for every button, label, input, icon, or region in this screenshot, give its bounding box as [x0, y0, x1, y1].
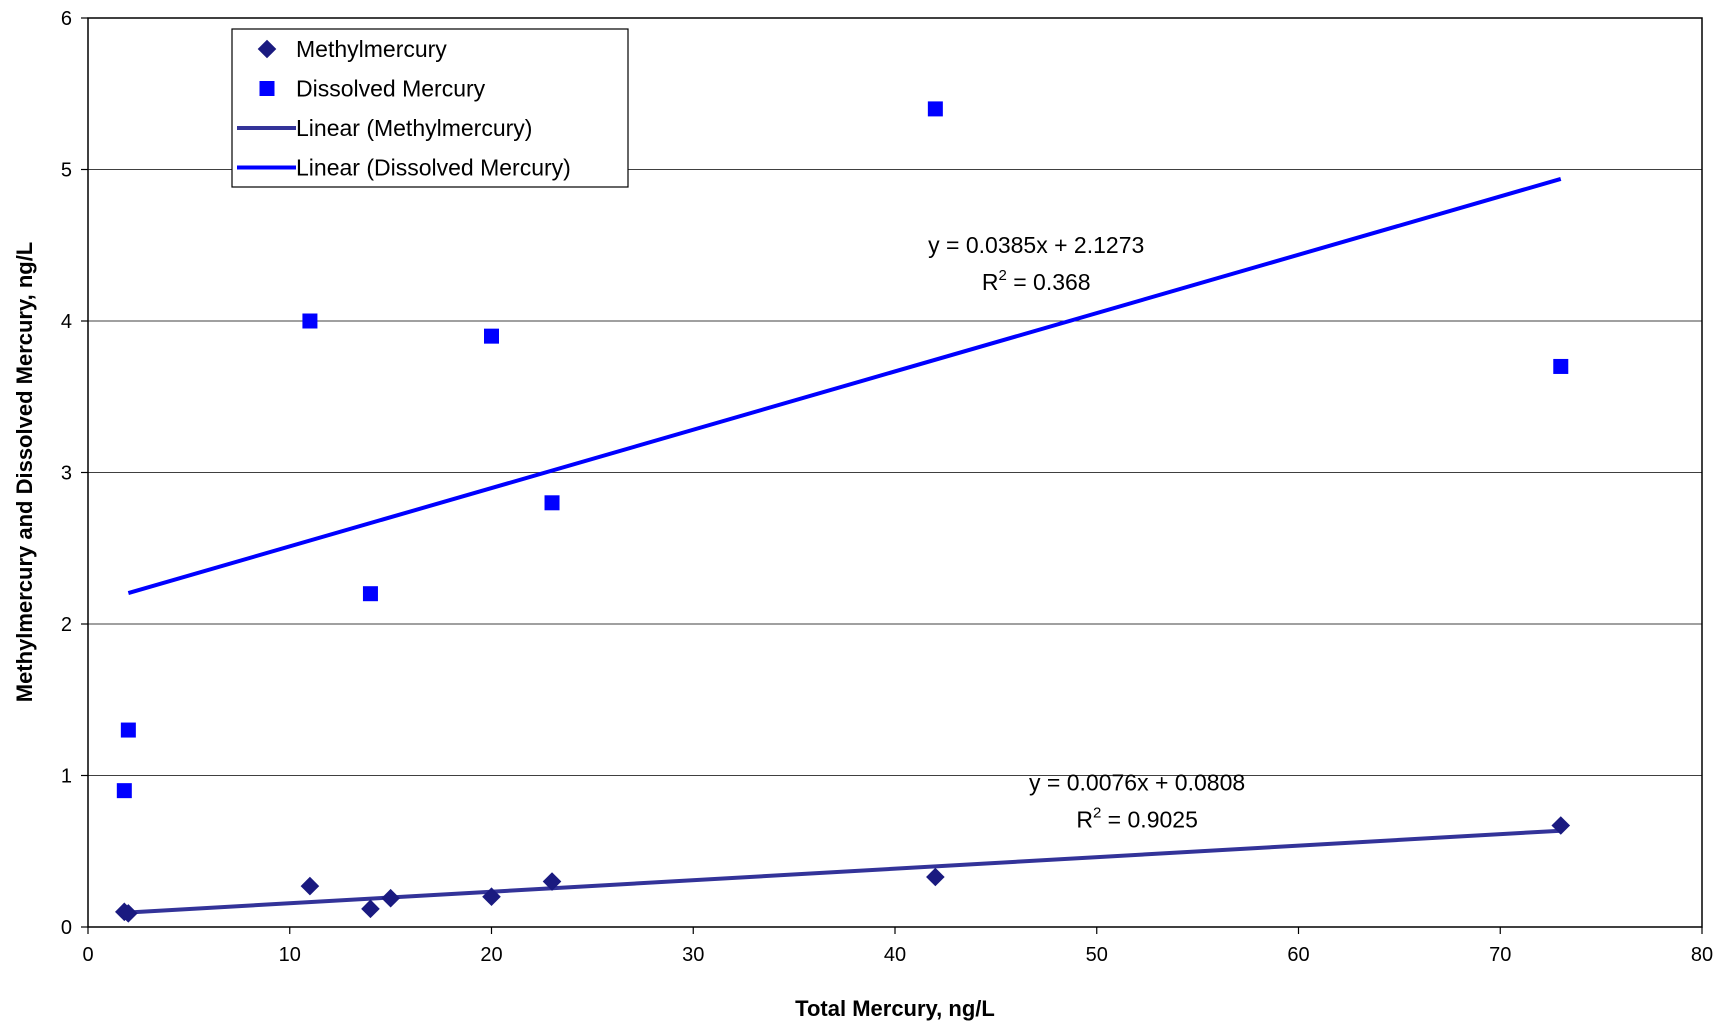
point-0-1 [119, 904, 138, 923]
trendlines [127, 177, 1562, 915]
legend-items: Methylmercury Dissolved Mercury Linear (Me… [237, 36, 571, 181]
legend-box [231, 28, 629, 188]
point-1-1 [120, 722, 136, 738]
point-1-5 [544, 495, 560, 511]
x-axis-ticks: 0 10 20 30 40 50 60 70 80 [82, 927, 1713, 966]
trendline-r2-0: R2 = 0.9025 [1076, 805, 1198, 833]
point-0-3 [361, 899, 380, 919]
y-axis-title: Methylmercury and Dissolved Mercury, ng/… [12, 242, 37, 703]
legend-label-1: Dissolved Mercury [296, 76, 486, 102]
x-tick-label-3: 30 [682, 944, 704, 966]
legend-label-0: Methylmercury [296, 36, 447, 62]
trendline-equation-1: y = 0.0385x + 2.1273 [928, 232, 1144, 258]
point-1-6 [927, 101, 943, 117]
y-axis-ticks: 0 1 2 3 4 5 6 [61, 8, 88, 939]
point-1-4 [484, 328, 499, 344]
trendline-1 [127, 177, 1562, 595]
legend-swatch-0 [257, 39, 277, 59]
legend-label-3: Linear (Dissolved Mercury) [296, 155, 571, 181]
x-tick-label-0: 0 [82, 944, 93, 966]
trendline-equation-0: y = 0.0076x + 0.0808 [1029, 770, 1245, 796]
trendline-0 [128, 828, 1561, 915]
y-tick-label-1: 1 [61, 766, 72, 788]
trendline-r2-1: R2 = 0.368 [982, 267, 1091, 295]
legend-label-2: Linear (Methylmercury) [296, 115, 532, 141]
point-0-5 [482, 887, 501, 906]
point-0-2 [300, 876, 320, 896]
x-tick-label-4: 40 [884, 944, 906, 966]
y-tick-label-4: 4 [61, 311, 72, 333]
x-tick-label-2: 20 [480, 944, 502, 966]
y-tick-label-3: 3 [61, 463, 72, 485]
legend: Methylmercury Dissolved Mercury Linear (Me… [231, 28, 629, 188]
y-tick-label-2: 2 [61, 614, 72, 636]
x-tick-label-8: 80 [1691, 944, 1713, 966]
point-1-7 [1553, 358, 1569, 374]
x-tick-label-1: 10 [279, 944, 301, 966]
point-0-6 [542, 872, 562, 891]
legend-swatch-1 [259, 81, 275, 96]
point-0-8 [1551, 816, 1571, 835]
x-axis-title: Total Mercury, ng/L [795, 996, 995, 1021]
point-1-2 [302, 313, 318, 329]
point-0-7 [926, 867, 945, 887]
data-points [115, 101, 1571, 923]
point-1-3 [362, 586, 378, 602]
y-tick-label-5: 5 [61, 160, 72, 182]
y-tick-label-6: 6 [61, 8, 72, 30]
trendline-equations: y = 0.0076x + 0.0808 R2 = 0.9025 y = 0.038… [928, 232, 1245, 833]
x-tick-label-5: 50 [1086, 944, 1108, 966]
x-tick-label-7: 70 [1489, 944, 1511, 966]
y-tick-label-0: 0 [61, 917, 72, 939]
point-0-4 [381, 888, 400, 908]
x-tick-label-6: 60 [1287, 944, 1309, 966]
point-1-0 [116, 783, 132, 799]
